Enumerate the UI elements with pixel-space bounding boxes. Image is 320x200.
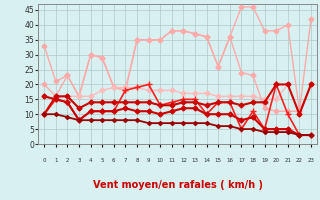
X-axis label: Vent moyen/en rafales ( km/h ): Vent moyen/en rafales ( km/h ) [92,180,263,190]
